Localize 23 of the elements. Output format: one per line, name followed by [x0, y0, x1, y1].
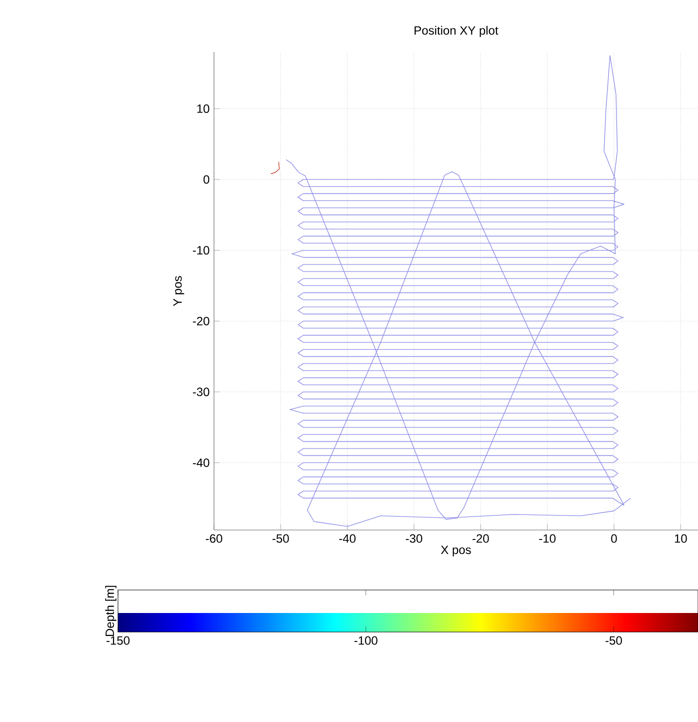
color-bar-label: -150	[106, 636, 130, 645]
color-bar-label: -100	[354, 636, 378, 645]
y-tick-label: -30	[192, 388, 210, 396]
x-tick-label: -30	[406, 534, 422, 543]
color-bar-label: -50	[606, 636, 622, 645]
y-tick-label: -10	[192, 246, 210, 255]
x-tick-label: 0	[611, 534, 617, 543]
line-series	[270, 161, 280, 174]
y-axis-title: Y pos	[173, 276, 184, 306]
x-tick-label: -20	[472, 534, 489, 543]
x-tick-label: -50	[272, 534, 289, 543]
line-series	[286, 55, 631, 527]
color-bar-title: Depth [m]	[105, 586, 116, 636]
x-tick-label: -40	[339, 534, 356, 543]
y-tick-label: 10	[197, 104, 210, 113]
x-axis-title: X pos	[440, 546, 471, 556]
x-tick-label: 10	[674, 534, 687, 543]
chart-title: Position XY plot	[414, 26, 498, 38]
x-tick-label: -10	[539, 534, 556, 543]
y-tick-label: -40	[192, 458, 210, 467]
x-tick-label: -60	[206, 534, 222, 543]
y-tick-label: -20	[192, 316, 210, 326]
y-tick-label: 0	[204, 175, 210, 184]
